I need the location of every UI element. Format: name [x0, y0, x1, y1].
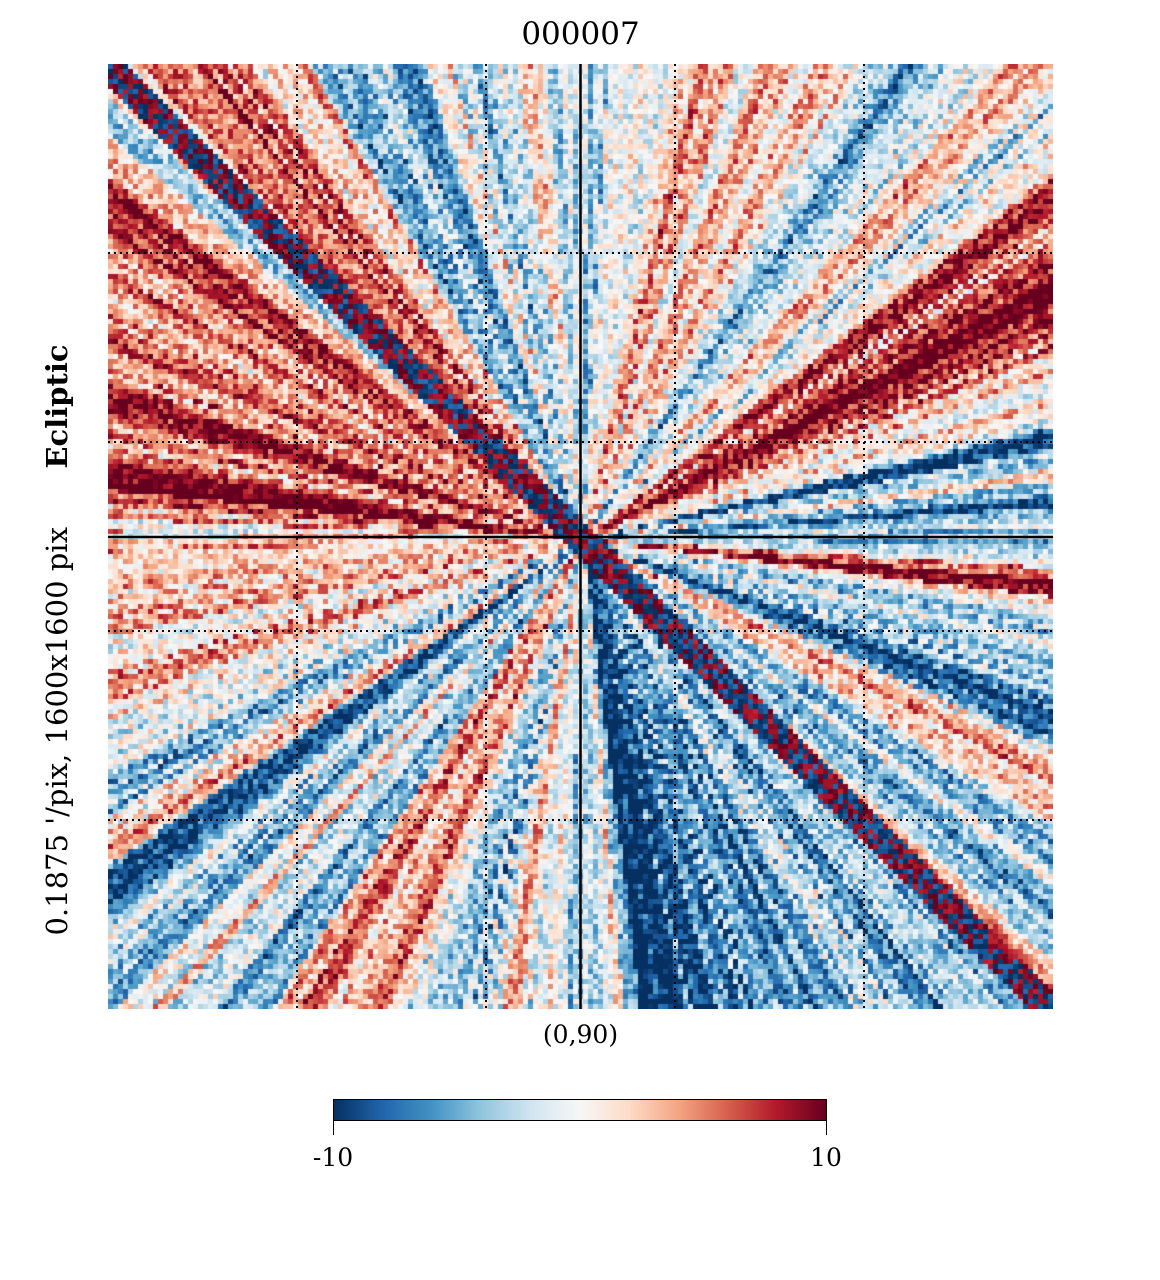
resolution-label: 0.1875 '/pix, — [40, 753, 74, 936]
graticule-overlay — [108, 64, 1053, 1009]
colorbar-min-label: -10 — [312, 1143, 354, 1172]
size-label: 1600x1600 pix — [40, 527, 74, 745]
colorbar-tick-max — [826, 1121, 827, 1135]
colorbar-max-label: 10 — [810, 1143, 842, 1172]
colorbar — [333, 1099, 827, 1121]
center-coordinate-label: (0,90) — [542, 1020, 619, 1049]
projection-side-label: 0.1875 '/pix, 1600x1600 pix Ecliptic — [40, 344, 74, 935]
colorbar-tick-min — [333, 1121, 334, 1135]
coord-system-label: Ecliptic — [40, 344, 74, 469]
heatmap-area — [108, 64, 1053, 1009]
chart-title: 000007 — [521, 16, 640, 52]
